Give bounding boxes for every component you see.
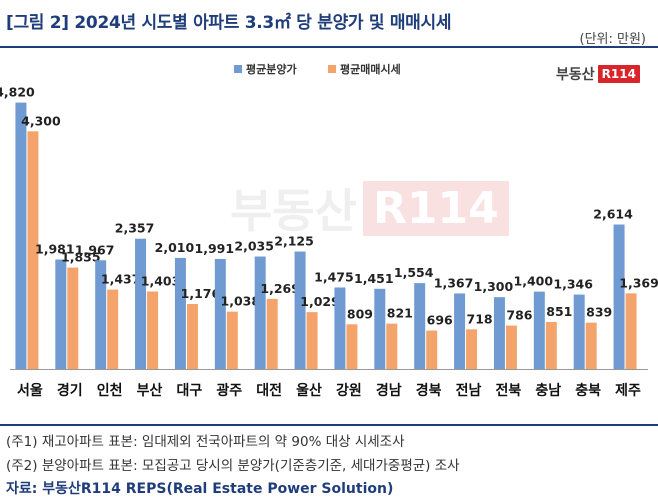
bottom-divider bbox=[0, 424, 658, 426]
data-label: 1,029 bbox=[300, 294, 340, 309]
bar bbox=[386, 323, 398, 369]
bar bbox=[414, 283, 426, 369]
data-label: 839 bbox=[586, 305, 612, 320]
footnote-1: (주1) 재고아파트 표본: 임대제외 전국아파트의 약 90% 대상 시세조사 bbox=[6, 434, 405, 450]
category-label: 인천 bbox=[97, 382, 123, 399]
bar bbox=[426, 330, 438, 369]
data-label: 1,300 bbox=[474, 279, 514, 294]
category-label: 경북 bbox=[416, 382, 442, 399]
bar bbox=[254, 256, 266, 369]
bar bbox=[107, 289, 119, 369]
data-label: 696 bbox=[427, 313, 453, 328]
data-label: 1,038 bbox=[221, 294, 261, 309]
data-label: 1,475 bbox=[314, 269, 354, 284]
data-label: 786 bbox=[506, 308, 532, 323]
data-label: 2,125 bbox=[274, 234, 314, 249]
bar bbox=[294, 251, 306, 369]
category-label: 대전 bbox=[256, 382, 282, 399]
data-label: 1,269 bbox=[260, 281, 300, 296]
data-label: 1,176 bbox=[181, 286, 221, 301]
bar bbox=[226, 311, 238, 369]
bar bbox=[585, 322, 597, 369]
category-label: 광주 bbox=[216, 382, 242, 399]
watermark-badge: R114 bbox=[362, 180, 509, 236]
category-label: 대구 bbox=[177, 383, 203, 399]
data-label: 1,400 bbox=[514, 274, 554, 289]
data-label: 1,835 bbox=[61, 250, 101, 265]
legend-label: 평균분양가 bbox=[246, 62, 297, 76]
data-label: 2,010 bbox=[155, 240, 195, 255]
bar bbox=[95, 260, 107, 369]
watermark-logo: 부동산 R114 bbox=[230, 175, 509, 241]
bar bbox=[374, 288, 386, 369]
bar bbox=[346, 324, 358, 369]
bar bbox=[545, 321, 557, 369]
brand-logo: 부동산 R114 bbox=[556, 64, 640, 84]
data-label: 1,991 bbox=[195, 241, 235, 256]
unit-label: (단위: 만원) bbox=[579, 32, 647, 47]
category-label: 경기 bbox=[57, 382, 83, 399]
data-label: 2,035 bbox=[234, 239, 274, 254]
page-title: [그림 2] 2024년 시도별 아파트 3.3㎡ 당 분양가 및 매매시세 bbox=[6, 13, 452, 33]
bar bbox=[174, 257, 186, 369]
bar bbox=[505, 325, 517, 369]
data-label: 2,357 bbox=[115, 221, 155, 236]
data-label: 1,367 bbox=[434, 275, 474, 290]
watermark-text: 부동산 bbox=[230, 184, 357, 238]
data-label: 1,437 bbox=[101, 272, 141, 287]
category-label: 울산 bbox=[296, 382, 322, 399]
bar bbox=[454, 293, 466, 369]
category-label: 전북 bbox=[496, 382, 522, 399]
logo-text: 부동산 bbox=[556, 67, 595, 83]
category-label: 충남 bbox=[535, 382, 561, 399]
data-label: 851 bbox=[546, 304, 572, 319]
legend-swatch bbox=[234, 65, 242, 73]
data-label: 718 bbox=[467, 311, 493, 326]
data-label: 1,967 bbox=[75, 242, 115, 257]
bar bbox=[186, 303, 198, 369]
category-label: 서울 bbox=[17, 382, 43, 399]
source-line: 자료: 부동산R114 REPS(Real Estate Power Solut… bbox=[6, 481, 394, 497]
bar bbox=[214, 258, 226, 369]
data-label: 1,346 bbox=[553, 277, 593, 292]
bar bbox=[334, 287, 346, 369]
category-label: 강원 bbox=[336, 382, 362, 399]
data-label: 1,451 bbox=[354, 271, 394, 286]
bar bbox=[625, 293, 637, 369]
category-label: 제주 bbox=[615, 383, 641, 399]
category-label: 충북 bbox=[575, 383, 601, 399]
logo-badge: R114 bbox=[597, 65, 640, 83]
data-label: 1,403 bbox=[141, 273, 181, 288]
bar bbox=[27, 131, 39, 369]
footnote-2: (주2) 분양아파트 표본: 모집공고 당시의 분양가(기준층기준, 세대가중평… bbox=[6, 458, 460, 474]
data-label: 1,981 bbox=[35, 242, 75, 257]
data-label: 809 bbox=[347, 306, 373, 321]
bar bbox=[266, 298, 278, 369]
top-divider bbox=[0, 46, 658, 48]
bar bbox=[147, 291, 159, 369]
bar bbox=[493, 297, 505, 369]
bar bbox=[55, 259, 67, 369]
bar bbox=[67, 267, 79, 369]
bar bbox=[306, 312, 318, 369]
bar bbox=[613, 224, 625, 369]
category-label: 경남 bbox=[376, 382, 402, 399]
legend-label: 평균매매시세 bbox=[340, 62, 401, 76]
data-label: 4,300 bbox=[21, 113, 61, 128]
data-label: 1,554 bbox=[394, 265, 434, 280]
data-label: 1,369 bbox=[619, 275, 658, 290]
data-label: 4,820 bbox=[0, 85, 35, 100]
bar bbox=[573, 294, 585, 369]
data-label: 2,614 bbox=[593, 207, 633, 222]
category-label: 전남 bbox=[456, 382, 482, 399]
bar bbox=[15, 102, 27, 369]
category-label: 부산 bbox=[137, 382, 163, 399]
bar bbox=[135, 238, 147, 369]
bar bbox=[533, 291, 545, 369]
legend-swatch bbox=[328, 65, 336, 73]
data-label: 821 bbox=[387, 306, 413, 321]
bar bbox=[466, 329, 478, 369]
